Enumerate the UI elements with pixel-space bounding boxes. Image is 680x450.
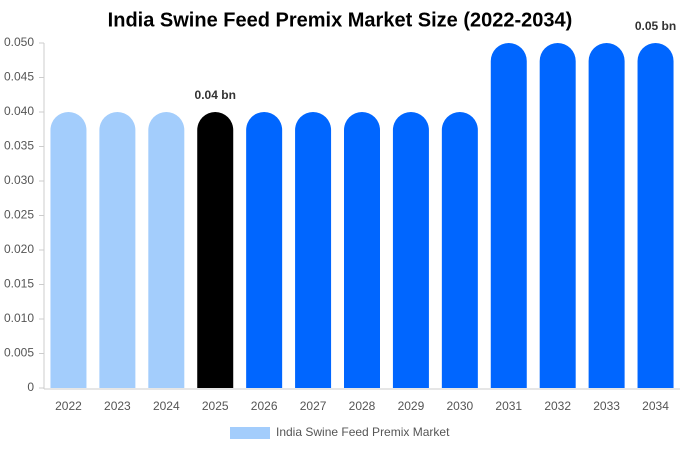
x-tick-label: 2025: [202, 399, 229, 413]
legend-label: India Swine Feed Premix Market: [276, 425, 450, 439]
x-tick-label: 2030: [446, 399, 473, 413]
x-tick-label: 2026: [251, 399, 278, 413]
bar: [295, 112, 332, 388]
bar: [637, 43, 674, 388]
x-tick-label: 2024: [153, 399, 180, 413]
data-label: 0.05 bn: [635, 19, 676, 33]
y-tick-label: 0.005: [4, 346, 34, 360]
x-tick-label: 2034: [642, 399, 669, 413]
bar: [588, 43, 625, 388]
bar: [441, 112, 478, 388]
chart-title: India Swine Feed Premix Market Size (202…: [108, 9, 573, 31]
bar: [539, 43, 576, 388]
y-tick-label: 0.035: [4, 139, 34, 153]
bar: [99, 112, 136, 388]
bar: [490, 43, 527, 388]
x-tick-label: 2027: [300, 399, 327, 413]
bar: [246, 112, 283, 388]
bar: [344, 112, 380, 388]
bar: [197, 112, 234, 388]
x-tick-label: 2033: [593, 399, 620, 413]
y-tick-label: 0.025: [4, 208, 34, 222]
x-tick-label: 2022: [55, 399, 82, 413]
y-tick-label: 0.045: [4, 70, 34, 84]
y-tick-label: 0.020: [4, 242, 34, 256]
y-tick-label: 0.040: [4, 104, 34, 118]
y-tick-label: 0.010: [4, 311, 34, 325]
x-tick-label: 2028: [349, 399, 376, 413]
x-tick-label: 2031: [495, 399, 522, 413]
data-label: 0.04 bn: [195, 88, 236, 102]
bar: [392, 112, 429, 388]
y-tick-label: 0.050: [4, 35, 34, 49]
y-tick-label: 0.030: [4, 173, 34, 187]
bar: [50, 112, 87, 388]
x-tick-label: 2029: [398, 399, 425, 413]
y-tick-label: 0.015: [4, 277, 34, 291]
legend-swatch: [230, 427, 270, 439]
y-tick-label: 0: [27, 380, 34, 394]
x-tick-label: 2023: [104, 399, 131, 413]
bar: [148, 112, 185, 388]
x-tick-label: 2032: [544, 399, 571, 413]
